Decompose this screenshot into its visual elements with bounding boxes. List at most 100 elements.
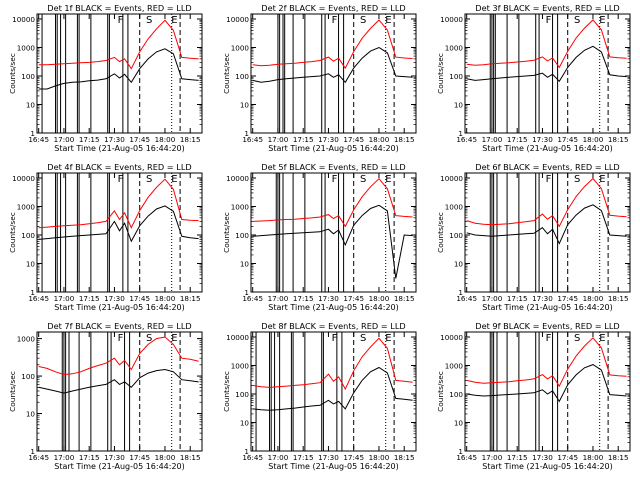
x-axis-label: Start Time (21-Aug-05 16:44:20) — [268, 462, 399, 471]
x-tick-label: 17:15 — [79, 453, 100, 462]
y-tick-label: 1 — [458, 447, 463, 456]
marker-e: E — [599, 15, 605, 26]
marker-s: S — [574, 15, 580, 26]
x-tick-label: 16:45 — [456, 294, 477, 303]
y-tick-label: 10000 — [440, 333, 463, 342]
x-tick-label: 16:45 — [456, 135, 477, 144]
panel-9: Det 9f BLACK = Events, RED = LLD 1 10 100 10… — [436, 321, 631, 471]
x-tick-label: 16:45 — [28, 135, 49, 144]
x-tick-label: 17:30 — [104, 294, 125, 303]
x-tick-label: 17:15 — [507, 135, 528, 144]
plot-frame — [464, 331, 631, 452]
y-tick-label: 100 — [235, 72, 249, 81]
marker-e: E — [599, 333, 605, 344]
x-axis-label: Start Time (21-Aug-05 16:44:20) — [482, 303, 613, 312]
series-lld — [466, 177, 627, 228]
x-tick-label: 18:15 — [180, 453, 201, 462]
x-tick-label: 18:15 — [608, 294, 629, 303]
x-tick-label: 16:45 — [28, 294, 49, 303]
panel-1: Det 1f BLACK = Events, RED = LLD 1 10 100 10… — [8, 3, 203, 153]
y-tick-label: 100 — [235, 231, 249, 240]
panel-title: Det 2f BLACK = Events, RED = LLD — [261, 3, 405, 13]
y-axis-label: Counts/sec — [436, 371, 445, 412]
x-tick-label: 17:15 — [293, 294, 314, 303]
marker-f: F — [118, 15, 124, 26]
panel-5: Det 5f BLACK = Events, RED = LLD 1 10 100 10… — [222, 162, 417, 312]
y-tick-label: 1 — [458, 129, 463, 138]
y-tick-label: 10000 — [226, 15, 249, 24]
y-tick-label: 10 — [240, 419, 250, 428]
marker-f: F — [546, 15, 552, 26]
x-tick-label: 16:45 — [242, 135, 263, 144]
x-tick-label: 17:45 — [557, 294, 578, 303]
y-tick-label: 1000 — [17, 203, 36, 212]
y-tick-label: 100 — [21, 72, 35, 81]
y-tick-label: 10000 — [440, 15, 463, 24]
y-tick-label: 10000 — [226, 333, 249, 342]
x-tick-label: 18:00 — [155, 135, 176, 144]
y-tick-label: 1000 — [445, 203, 464, 212]
y-tick-label: 100 — [21, 372, 35, 381]
x-tick-label: 18:15 — [394, 453, 415, 462]
x-tick-label: 18:15 — [180, 135, 201, 144]
plot-frame — [36, 172, 203, 293]
panel-2: Det 2f BLACK = Events, RED = LLD 1 10 100 10… — [222, 3, 417, 153]
x-tick-label: 17:00 — [54, 453, 75, 462]
y-tick-label: 1000 — [445, 362, 464, 371]
x-tick-label: 16:45 — [456, 453, 477, 462]
series-events — [38, 368, 199, 394]
y-tick-label: 1000 — [445, 44, 464, 53]
x-tick-label: 18:00 — [369, 135, 390, 144]
x-tick-label: 17:15 — [293, 135, 314, 144]
y-axis-label: Counts/sec — [222, 53, 231, 94]
series-lld — [252, 337, 413, 391]
x-tick-label: 17:45 — [343, 135, 364, 144]
y-tick-label: 1 — [30, 447, 35, 456]
x-tick-label: 18:15 — [394, 135, 415, 144]
y-tick-label: 10 — [26, 410, 36, 419]
series-lld — [38, 336, 199, 376]
y-tick-label: 10 — [454, 101, 464, 110]
x-tick-label: 17:15 — [507, 453, 528, 462]
y-tick-label: 1000 — [231, 203, 250, 212]
marker-e: E — [599, 174, 605, 185]
marker-s: S — [574, 174, 580, 185]
marker-f: F — [332, 174, 338, 185]
x-tick-label: 17:45 — [557, 453, 578, 462]
y-tick-label: 10000 — [12, 174, 35, 183]
y-tick-label: 1 — [244, 129, 249, 138]
panel-title: Det 4f BLACK = Events, RED = LLD — [47, 162, 191, 172]
plot-frame — [36, 13, 203, 134]
series-events — [466, 364, 627, 403]
y-tick-label: 1 — [244, 447, 249, 456]
series-lld — [38, 19, 199, 70]
marker-s: S — [146, 174, 152, 185]
x-tick-label: 18:15 — [394, 294, 415, 303]
series-events — [38, 205, 199, 243]
marker-s: S — [574, 333, 580, 344]
x-tick-label: 17:00 — [482, 135, 503, 144]
x-axis-label: Start Time (21-Aug-05 16:44:20) — [54, 144, 185, 153]
y-tick-label: 1000 — [17, 44, 36, 53]
series-events — [252, 366, 413, 411]
x-axis-label: Start Time (21-Aug-05 16:44:20) — [482, 144, 613, 153]
y-tick-label: 1000 — [231, 362, 250, 371]
plot-frame — [250, 331, 417, 452]
y-tick-label: 100 — [449, 72, 463, 81]
y-tick-label: 1 — [458, 288, 463, 297]
x-tick-label: 18:00 — [155, 294, 176, 303]
panel-title: Det 3f BLACK = Events, RED = LLD — [475, 3, 619, 13]
x-tick-label: 17:45 — [557, 135, 578, 144]
x-axis-label: Start Time (21-Aug-05 16:44:20) — [54, 462, 185, 471]
x-axis-label: Start Time (21-Aug-05 16:44:20) — [268, 303, 399, 312]
panel-title: Det 6f BLACK = Events, RED = LLD — [475, 162, 619, 172]
x-tick-label: 17:15 — [79, 294, 100, 303]
x-tick-label: 17:30 — [318, 294, 339, 303]
marker-s: S — [360, 174, 366, 185]
plot-frame — [36, 331, 203, 452]
x-tick-label: 16:45 — [242, 294, 263, 303]
series-lld — [38, 178, 199, 229]
x-tick-label: 17:00 — [482, 453, 503, 462]
x-tick-label: 17:45 — [343, 453, 364, 462]
